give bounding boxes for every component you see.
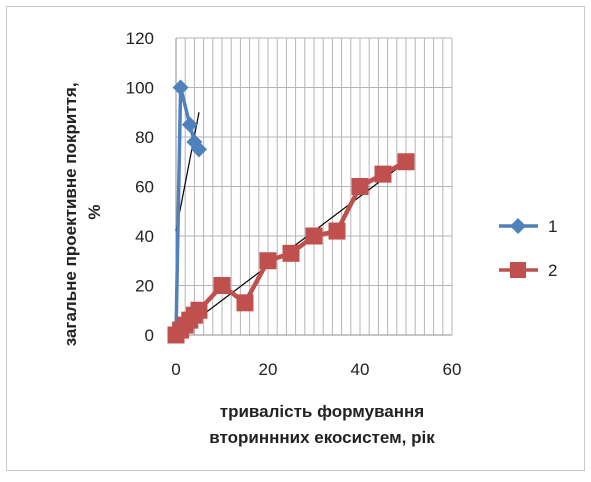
x-tick-label: 60 xyxy=(443,360,462,379)
y-tick-label: 0 xyxy=(145,326,154,345)
series-1-point xyxy=(181,116,198,133)
x-tick-label: 40 xyxy=(351,360,370,379)
legend-label-1: 1 xyxy=(548,217,557,236)
legend-label-2: 2 xyxy=(548,261,557,280)
series-2-point xyxy=(190,301,208,319)
y-tick-label: 120 xyxy=(126,29,154,48)
series-2-point xyxy=(351,178,369,195)
y-axis-title-line-1: загальне проективне покриття, xyxy=(61,82,80,346)
tick-labels: 0 20 40 60 80 100 120 0 20 40 60 xyxy=(126,29,462,379)
y-axis-title-line-2: % xyxy=(85,204,104,219)
series-2-point xyxy=(259,252,277,270)
y-tick-label: 40 xyxy=(135,227,154,246)
legend: 12 xyxy=(499,217,557,280)
series-1-point xyxy=(172,79,189,96)
y-tick-label: 60 xyxy=(135,178,154,197)
series-group xyxy=(167,79,415,344)
series-2-point xyxy=(397,153,415,171)
y-axis-title: загальне проективне покриття, % xyxy=(61,78,104,347)
series-2-point xyxy=(282,244,300,262)
series-2-point xyxy=(374,165,392,183)
legend-marker-2 xyxy=(510,262,526,278)
series-2-point xyxy=(305,227,323,245)
y-tick-label: 20 xyxy=(135,277,154,296)
x-axis-title-line-1: тривалість формування xyxy=(220,402,424,421)
y-tick-label: 80 xyxy=(135,128,154,147)
x-tick-label: 20 xyxy=(259,360,278,379)
x-axis-title-line-2: вториннних екосистем, рік xyxy=(209,428,435,447)
series-2-point xyxy=(213,277,231,294)
y-tick-label: 100 xyxy=(126,79,154,98)
x-tick-label: 0 xyxy=(171,360,180,379)
series-1-point xyxy=(191,141,207,158)
series-2-point xyxy=(236,294,254,312)
series-2-point xyxy=(328,222,346,240)
legend-marker-1 xyxy=(510,218,526,234)
